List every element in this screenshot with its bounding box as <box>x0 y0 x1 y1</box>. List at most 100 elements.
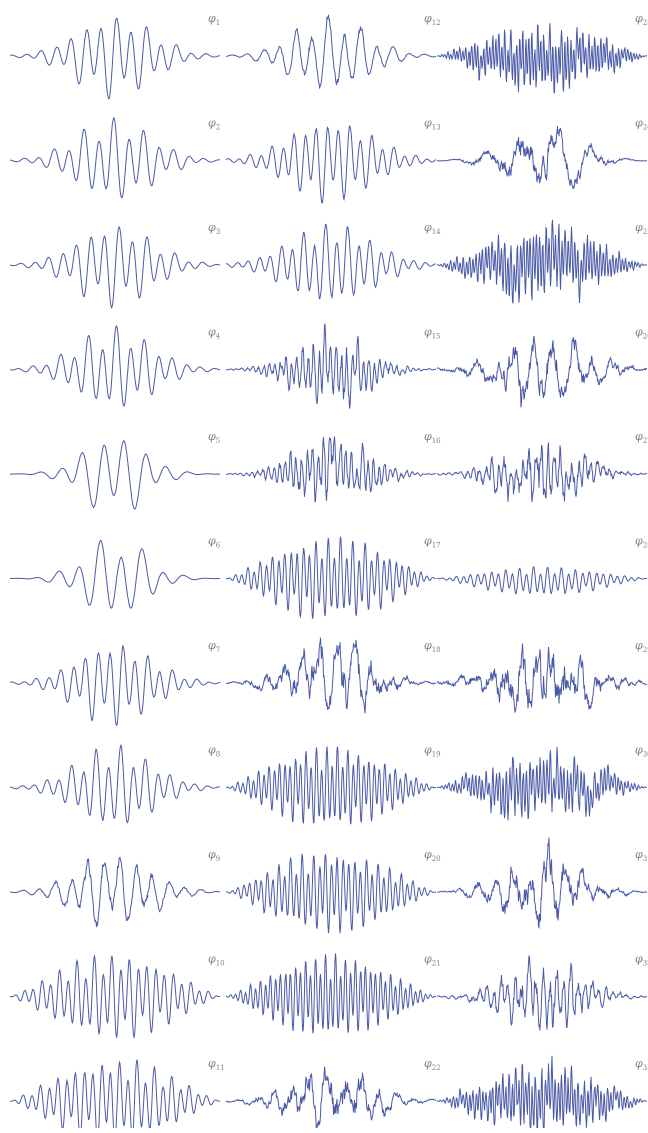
phi-symbol: φ <box>424 430 432 443</box>
phi-symbol: φ <box>424 848 432 861</box>
phi-symbol: φ <box>208 744 216 757</box>
phi-symbol: φ <box>635 848 643 861</box>
phi-subscript: 30 <box>643 751 648 759</box>
panel-phi-21: φ21 <box>226 953 441 1034</box>
phi-subscript: 17 <box>432 542 441 550</box>
panel-label-phi-28: φ28 <box>635 535 648 550</box>
phi-symbol: φ <box>635 117 643 130</box>
panel-phi-17: φ17 <box>225 535 441 619</box>
panel-phi-11: φ11 <box>9 1057 225 1133</box>
waveform-line-phi-20 <box>225 852 437 934</box>
waveform-line-phi-15 <box>225 322 437 409</box>
phi-subscript: 19 <box>432 751 441 759</box>
phi-subscript: 11 <box>216 1064 225 1072</box>
phi-symbol: φ <box>424 12 432 25</box>
waveform-line-phi-22 <box>225 1066 437 1133</box>
panel-phi-18: φ18 <box>225 637 441 714</box>
panel-label-phi-33: φ33 <box>635 1057 648 1072</box>
panel-phi-15: φ15 <box>225 322 441 409</box>
panel-phi-33: φ33 <box>436 1055 648 1133</box>
phi-subscript: 6 <box>216 542 221 550</box>
phi-symbol: φ <box>424 326 432 339</box>
panel-phi-6: φ6 <box>9 535 221 609</box>
waveform-line-phi-13 <box>225 125 437 204</box>
panel-label-phi-13: φ13 <box>424 117 441 132</box>
phi-subscript: 23 <box>643 19 648 27</box>
phi-subscript: 1 <box>216 19 220 27</box>
phi-subscript: 27 <box>643 437 648 445</box>
waveform-line-phi-11 <box>9 1059 221 1133</box>
phi-subscript: 12 <box>432 19 441 27</box>
panel-label-phi-31: φ31 <box>635 848 648 863</box>
panel-phi-7: φ7 <box>9 639 221 727</box>
panel-label-phi-25: φ25 <box>635 221 648 236</box>
panel-phi-25: φ25 <box>436 219 648 304</box>
phi-subscript: 22 <box>432 1064 441 1072</box>
phi-subscript: 4 <box>216 333 221 341</box>
waveform-line-phi-26 <box>436 335 648 408</box>
waveform-line-phi-23 <box>436 23 648 94</box>
phi-symbol: φ <box>635 430 643 443</box>
waveform-line-phi-10 <box>9 954 221 1039</box>
panel-label-phi-9: φ9 <box>208 848 220 863</box>
phi-symbol: φ <box>424 221 432 234</box>
phi-subscript: 13 <box>432 124 441 132</box>
phi-symbol: φ <box>635 639 643 652</box>
waveform-line-phi-25 <box>436 219 648 304</box>
phi-subscript: 16 <box>432 437 441 445</box>
phi-symbol: φ <box>208 221 216 234</box>
phi-symbol: φ <box>635 12 643 25</box>
phi-subscript: 18 <box>432 646 441 654</box>
panel-phi-19: φ19 <box>225 744 441 825</box>
phi-symbol: φ <box>208 117 216 130</box>
panel-phi-16: φ16 <box>225 430 441 503</box>
panel-label-phi-26: φ26 <box>635 326 648 341</box>
phi-symbol: φ <box>208 535 216 548</box>
panel-label-phi-27: φ27 <box>635 430 648 445</box>
phi-symbol: φ <box>208 326 216 339</box>
panel-label-phi-19: φ19 <box>424 744 441 759</box>
panel-phi-10: φ10 <box>9 953 225 1039</box>
panel-phi-14: φ14 <box>225 221 441 300</box>
panel-phi-30: φ30 <box>436 744 648 821</box>
panel-phi-13: φ13 <box>225 117 441 204</box>
waveform-line-phi-7 <box>9 644 221 727</box>
panel-label-phi-5: φ5 <box>208 430 220 445</box>
panel-phi-23: φ23 <box>436 12 648 94</box>
waveform-line-phi-9 <box>9 856 220 928</box>
phi-symbol: φ <box>635 221 643 234</box>
panel-phi-31: φ31 <box>437 837 648 930</box>
panel-label-phi-18: φ18 <box>424 639 441 654</box>
waveform-line-phi-4 <box>9 325 221 407</box>
panel-phi-12: φ12 <box>225 12 441 90</box>
phi-symbol: φ <box>424 953 432 966</box>
phi-symbol: φ <box>208 430 216 443</box>
waveform-line-phi-1 <box>9 17 221 100</box>
panel-label-phi-22: φ22 <box>424 1057 441 1072</box>
phi-symbol: φ <box>635 326 643 339</box>
panel-label-phi-10: φ10 <box>208 953 225 968</box>
phi-subscript: 9 <box>216 855 220 863</box>
phi-symbol: φ <box>635 744 643 757</box>
panel-label-phi-30: φ30 <box>635 744 648 759</box>
phi-symbol: φ <box>424 1057 432 1070</box>
panel-label-phi-1: φ1 <box>208 12 220 27</box>
phi-subscript: 24 <box>643 124 648 132</box>
panel-label-phi-12: φ12 <box>424 12 441 27</box>
panel-phi-20: φ20 <box>225 848 441 934</box>
panel-label-phi-11: φ11 <box>208 1057 225 1072</box>
waveform-line-phi-21 <box>226 953 437 1034</box>
phi-subscript: 25 <box>643 228 648 236</box>
panel-phi-32: φ32 <box>436 953 648 1031</box>
phi-symbol: φ <box>208 639 216 652</box>
phi-symbol: φ <box>208 1057 216 1070</box>
phi-symbol: φ <box>635 535 643 548</box>
waveform-line-phi-2 <box>9 117 221 199</box>
panel-label-phi-17: φ17 <box>424 535 441 550</box>
phi-subscript: 28 <box>643 542 648 550</box>
panel-label-phi-3: φ3 <box>208 221 220 236</box>
panel-phi-27: φ27 <box>436 430 648 502</box>
panel-label-phi-4: φ4 <box>208 326 221 341</box>
